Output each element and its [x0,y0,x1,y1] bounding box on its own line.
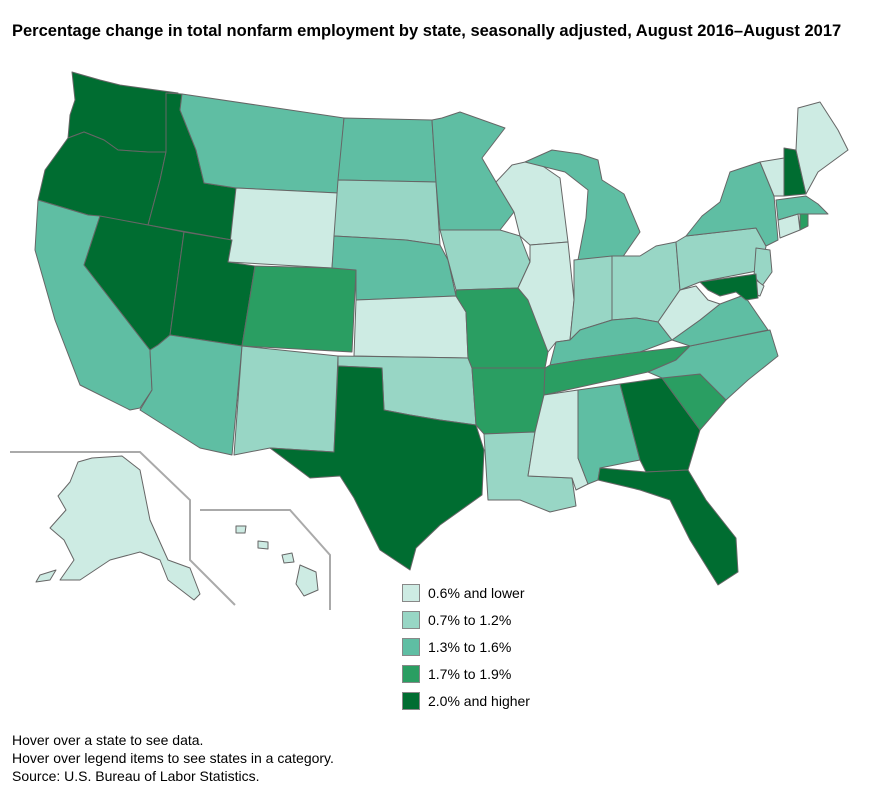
legend-item-mid[interactable]: 1.3% to 1.6% [402,636,530,658]
state-texas[interactable] [269,365,485,571]
state-hawaii-oahu[interactable] [257,540,269,550]
legend: 0.6% and lower 0.7% to 1.2% 1.3% to 1.6%… [402,582,530,717]
state-iowa[interactable] [439,229,531,291]
state-hawaii-kauai[interactable] [235,525,247,534]
notes: Hover over a state to see data. Hover ov… [12,731,334,785]
state-florida[interactable] [597,467,739,586]
state-california[interactable] [34,199,153,411]
legend-item-lowest[interactable]: 0.6% and lower [402,582,530,604]
legend-swatch [402,692,420,710]
state-hawaii-maui[interactable] [281,552,295,564]
state-new-mexico[interactable] [233,345,339,456]
state-maryland[interactable] [699,273,759,301]
legend-swatch [402,584,420,602]
legend-swatch [402,638,420,656]
chart-title: Percentage change in total nonfarm emplo… [12,22,842,40]
state-montana[interactable] [179,93,345,194]
hover-legend-note: Hover over legend items to see states in… [12,750,334,766]
state-massachusetts[interactable] [775,195,829,221]
state-north-carolina[interactable] [647,329,779,401]
state-south-dakota[interactable] [333,179,441,246]
legend-label: 1.3% to 1.6% [428,639,512,655]
legend-item-highest[interactable]: 2.0% and higher [402,690,530,712]
state-hawaii[interactable] [295,564,319,597]
state-north-dakota[interactable] [337,117,437,183]
state-rhode-island[interactable] [799,213,809,231]
state-maine[interactable] [795,101,849,195]
state-alaska-island[interactable] [35,569,57,583]
legend-swatch [402,611,420,629]
hawaii-inset-border [200,509,331,610]
state-arizona[interactable] [139,334,243,456]
state-alaska[interactable] [49,455,201,601]
legend-label: 0.7% to 1.2% [428,612,512,628]
legend-label: 2.0% and higher [428,693,530,709]
state-michigan[interactable] [524,149,641,261]
state-minnesota[interactable] [431,111,515,231]
state-wyoming[interactable] [227,187,339,269]
state-illinois[interactable] [517,241,575,353]
hover-state-note: Hover over a state to see data. [12,732,204,748]
legend-item-low[interactable]: 0.7% to 1.2% [402,609,530,631]
source-note: Source: U.S. Bureau of Labor Statistics. [12,768,260,784]
state-arkansas[interactable] [471,367,546,435]
state-colorado[interactable] [241,265,357,353]
legend-label: 0.6% and lower [428,585,525,601]
legend-label: 1.7% to 1.9% [428,666,512,682]
state-new-jersey[interactable] [753,247,773,287]
alaska-inset-border [10,451,236,606]
legend-swatch [402,665,420,683]
state-kansas[interactable] [353,295,469,359]
legend-item-high[interactable]: 1.7% to 1.9% [402,663,530,685]
